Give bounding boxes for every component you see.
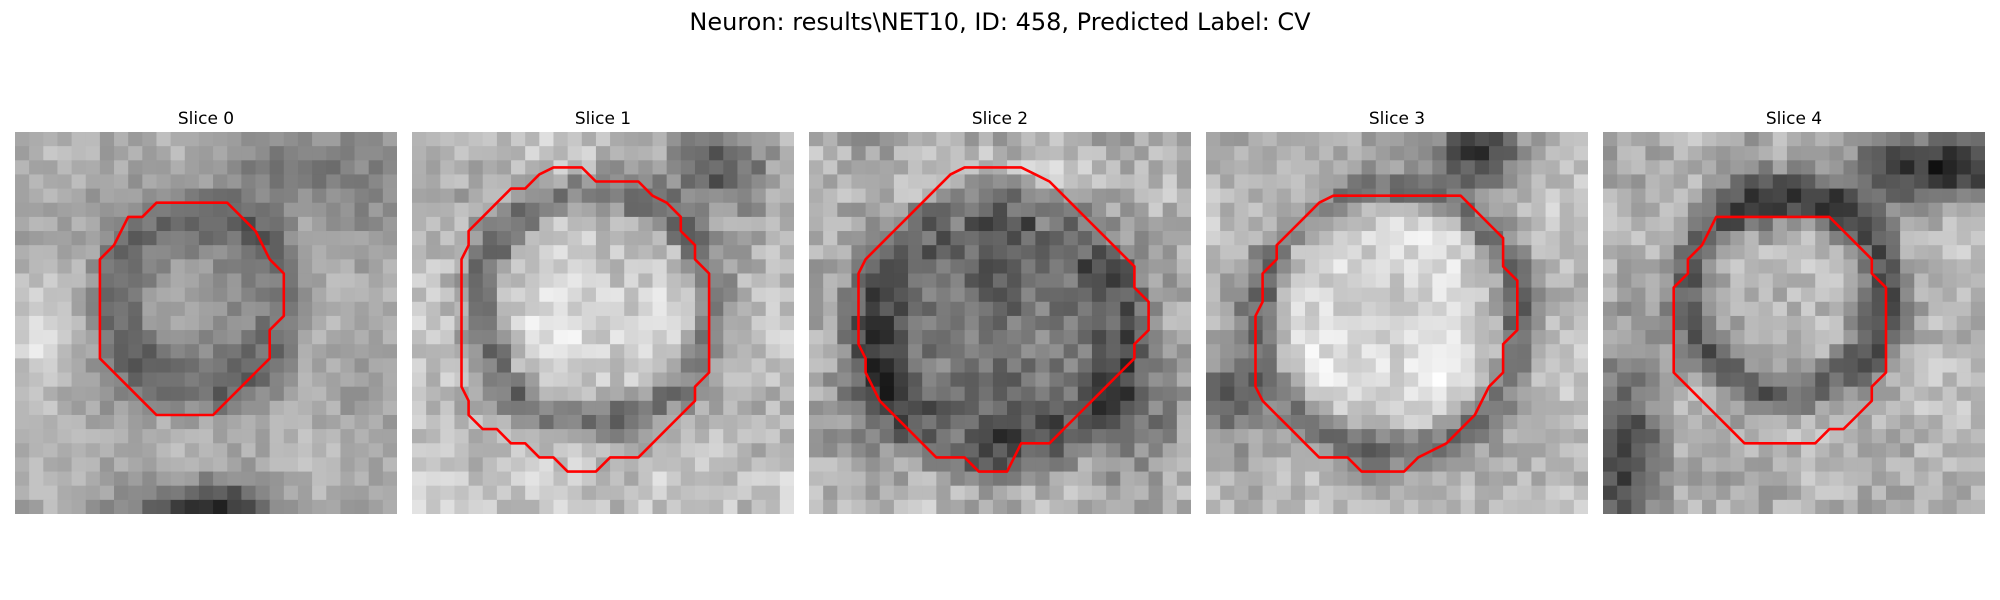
slice-title-4: Slice 4 xyxy=(1765,109,1823,129)
slice-image-1 xyxy=(412,132,794,514)
slice-title-3: Slice 3 xyxy=(1368,109,1426,129)
slice-pixels xyxy=(1603,132,1985,514)
slice-image-0 xyxy=(15,132,397,514)
slice-image-4 xyxy=(1603,132,1985,514)
slice-title-2: Slice 2 xyxy=(971,109,1029,129)
slice-panel-1: Slice 1 xyxy=(412,106,794,514)
slice-panel-3: Slice 3 xyxy=(1206,106,1588,514)
segmentation-contour xyxy=(98,201,286,417)
slice-pixels xyxy=(412,132,794,514)
figure-title: Neuron: results\NET10, ID: 458, Predicte… xyxy=(689,8,1311,36)
slice-pixels xyxy=(1206,132,1588,514)
slice-panel-2: Slice 2 xyxy=(809,106,1191,514)
segmentation-contour xyxy=(460,166,711,473)
segmentation-contour xyxy=(1672,215,1888,445)
segmentation-contour xyxy=(1254,194,1519,473)
slice-title-1: Slice 1 xyxy=(574,109,632,129)
slice-panel-0: Slice 0 xyxy=(15,106,397,514)
slice-panel-4: Slice 4 xyxy=(1603,106,1985,514)
segmentation-contour xyxy=(857,166,1150,473)
slice-image-3 xyxy=(1206,132,1588,514)
slice-pixels xyxy=(809,132,1191,514)
slice-title-0: Slice 0 xyxy=(177,109,235,129)
slice-pixels xyxy=(15,132,397,514)
slice-image-2 xyxy=(809,132,1191,514)
